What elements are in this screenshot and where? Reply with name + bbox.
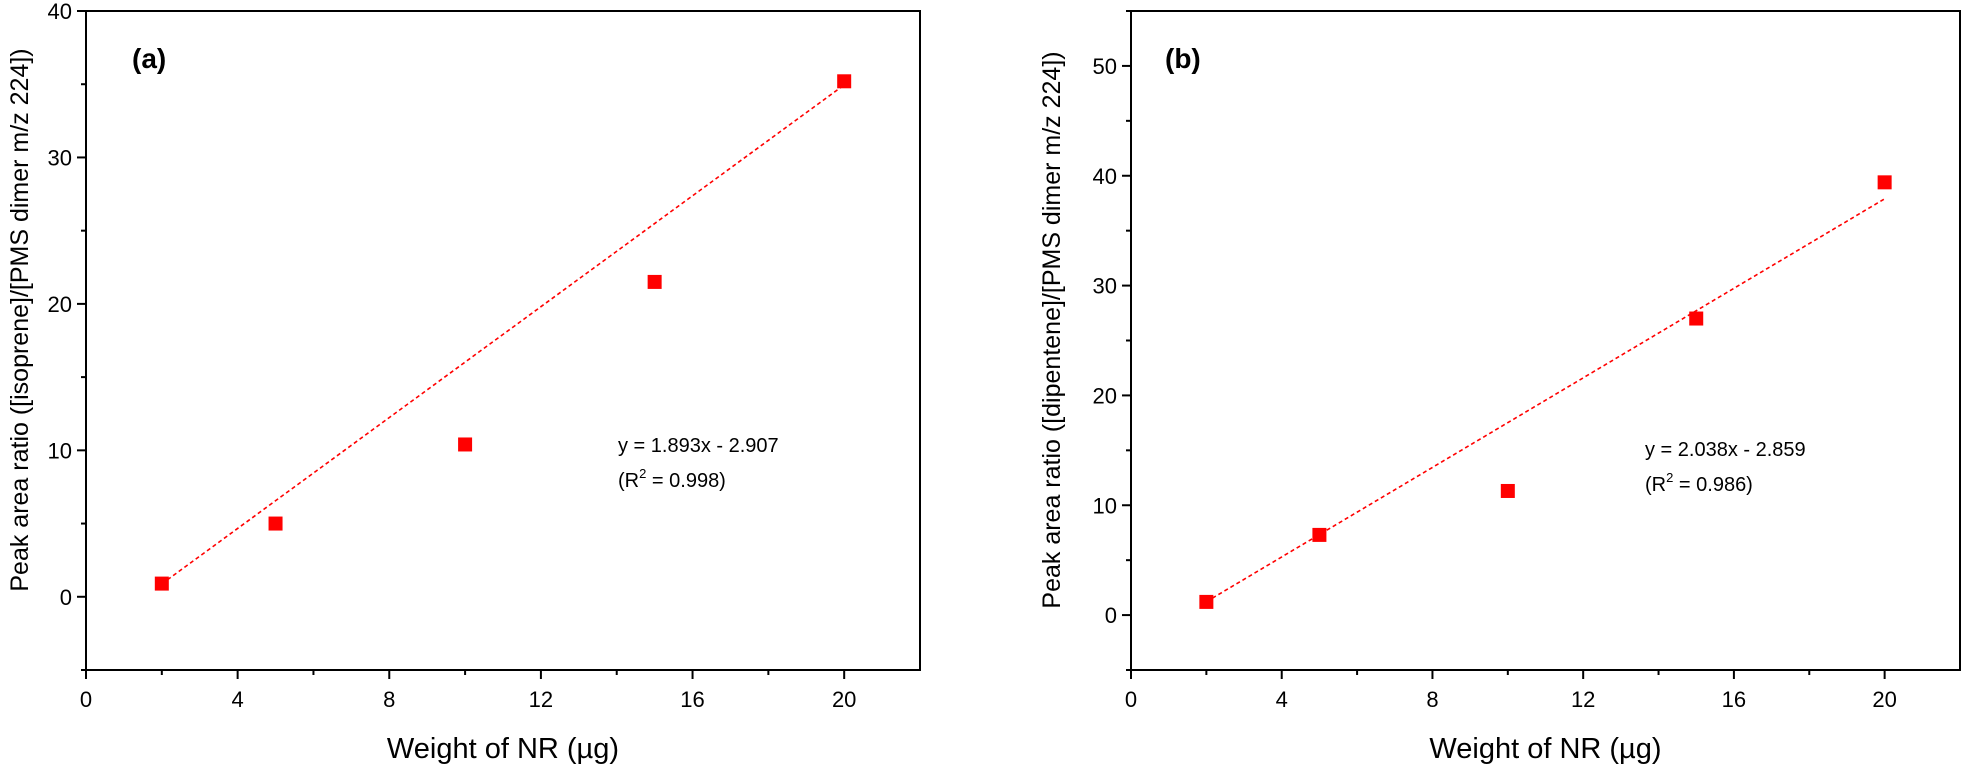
x-tick-label: 20 <box>832 687 856 712</box>
x-axis-label: Weight of NR (µg) <box>1429 733 1661 765</box>
r-squared: (R2 = 0.998) <box>618 466 726 492</box>
x-tick-label: 16 <box>680 687 704 712</box>
r2-prefix: (R <box>618 470 639 492</box>
fit-equation: y = 1.893x - 2.907 <box>618 435 779 457</box>
y-tick-label: 20 <box>48 292 72 317</box>
data-point <box>1312 527 1327 542</box>
r2-superscript: 2 <box>639 466 646 481</box>
plot-frame <box>85 10 921 671</box>
y-tick-label: 40 <box>1093 164 1117 189</box>
data-point <box>647 274 662 289</box>
x-tick-label: 0 <box>80 687 92 712</box>
y-tick-label: 0 <box>60 585 72 610</box>
r2-value: = 0.998) <box>646 470 726 492</box>
x-tick-label: 12 <box>1571 687 1595 712</box>
data-point <box>1689 311 1704 326</box>
panel-label: (a) <box>132 43 166 74</box>
r2-value: = 0.986) <box>1673 474 1753 496</box>
y-tick-label: 30 <box>1093 274 1117 299</box>
data-point <box>154 576 169 591</box>
y-axis-label: Peak area ratio ([dipentene]/[PMS dimer … <box>1038 51 1066 608</box>
r-squared: (R2 = 0.986) <box>1645 470 1753 496</box>
data-point <box>1199 594 1214 609</box>
x-tick-label: 16 <box>1722 687 1746 712</box>
y-tick-label: 30 <box>48 145 72 170</box>
x-tick-label: 0 <box>1125 687 1137 712</box>
fit-line <box>161 84 845 585</box>
r2-prefix: (R <box>1645 474 1666 496</box>
y-tick-label: 10 <box>1093 493 1117 518</box>
y-tick-label: 40 <box>48 0 72 24</box>
fit-line <box>1205 198 1886 603</box>
x-tick-label: 20 <box>1872 687 1896 712</box>
data-point <box>268 516 283 531</box>
panel-label: (b) <box>1165 43 1201 74</box>
x-tick-label: 8 <box>383 687 395 712</box>
data-point <box>458 437 473 452</box>
chart-panel-a: 0 4 8 12 16 20 0 10 20 30 40 Weight of NR (µg) Peak … <box>6 0 921 765</box>
y-tick-label: 0 <box>1105 603 1117 628</box>
plot-frame <box>1130 10 1961 671</box>
y-tick-label: 50 <box>1093 54 1117 79</box>
r2-superscript: 2 <box>1666 470 1673 485</box>
y-axis-label: Peak area ratio ([isoprene]/[PMS dimer m… <box>6 48 34 591</box>
chart-panel-b: 0 4 8 12 16 20 0 10 20 30 40 50 Weight of NR (µg) Pea… <box>1038 10 1961 765</box>
x-tick-label: 12 <box>529 687 553 712</box>
x-tick-label: 4 <box>232 687 244 712</box>
data-point <box>837 74 852 89</box>
y-tick-label: 20 <box>1093 383 1117 408</box>
fit-equation: y = 2.038x - 2.859 <box>1645 439 1806 461</box>
x-axis-label: Weight of NR (µg) <box>387 733 619 765</box>
data-point <box>1500 483 1515 498</box>
data-point <box>1877 175 1892 190</box>
x-tick-label: 8 <box>1426 687 1438 712</box>
y-tick-label: 10 <box>48 438 72 463</box>
x-tick-label: 4 <box>1276 687 1288 712</box>
